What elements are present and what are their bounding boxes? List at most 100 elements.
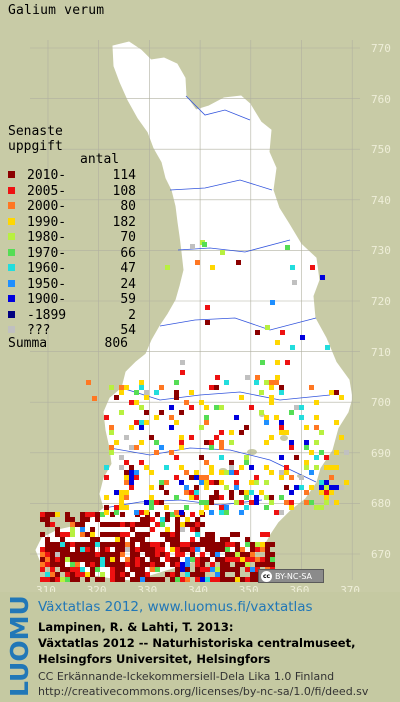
distribution-square: [129, 400, 134, 405]
distribution-square: [334, 420, 339, 425]
distribution-square: [334, 390, 339, 395]
distribution-square: [210, 547, 215, 552]
distribution-square: [109, 445, 114, 450]
distribution-square: [239, 490, 244, 495]
distribution-square: [129, 465, 134, 470]
luomus-logo: LUOMUS: [5, 595, 34, 697]
distribution-square: [45, 577, 50, 582]
distribution-square: [55, 562, 60, 567]
reference-line-1: Lampinen, R. & Lahti, T. 2013:: [38, 620, 234, 634]
distribution-square: [274, 510, 279, 515]
distribution-square: [50, 512, 55, 517]
distribution-square: [304, 445, 309, 450]
distribution-square: [205, 567, 210, 572]
distribution-square: [329, 485, 334, 490]
distribution-square: [120, 547, 125, 552]
legend-count: 70: [120, 230, 136, 245]
distribution-square: [264, 415, 269, 420]
distribution-square: [45, 517, 50, 522]
distribution-square: [80, 572, 85, 577]
distribution-square: [155, 567, 160, 572]
distribution-square: [209, 440, 214, 445]
distribution-square: [269, 395, 274, 400]
distribution-square: [80, 552, 85, 557]
distribution-square: [189, 405, 194, 410]
distribution-square: [329, 390, 334, 395]
distribution-square: [125, 547, 130, 552]
distribution-square: [254, 495, 259, 500]
distribution-square: [145, 517, 150, 522]
distribution-square: [279, 420, 284, 425]
distribution-square: [259, 410, 264, 415]
distribution-square: [144, 390, 149, 395]
distribution-square: [175, 572, 180, 577]
distribution-square: [240, 562, 245, 567]
atlas-title-link[interactable]: Växtatlas 2012, www.luomus.fi/vaxtatlas: [38, 599, 313, 615]
y-tick-label: 730: [371, 244, 391, 258]
distribution-square: [249, 480, 254, 485]
distribution-square: [190, 552, 195, 557]
distribution-square: [289, 440, 294, 445]
distribution-square: [85, 532, 90, 537]
license-url-link[interactable]: http://creativecommons.org/licenses/by-n…: [38, 685, 369, 698]
distribution-square: [279, 425, 284, 430]
distribution-square: [202, 242, 207, 247]
y-tick-label: 700: [371, 396, 391, 410]
distribution-square: [209, 465, 214, 470]
distribution-square: [60, 542, 65, 547]
distribution-square: [245, 552, 250, 557]
distribution-square: [324, 480, 329, 485]
distribution-square: [210, 577, 215, 582]
distribution-square: [236, 260, 241, 265]
distribution-square: [225, 562, 230, 567]
distribution-square: [95, 567, 100, 572]
distribution-square: [125, 542, 130, 547]
distribution-square: [50, 572, 55, 577]
distribution-square: [229, 430, 234, 435]
y-tick-label: 760: [371, 92, 391, 106]
distribution-square: [194, 475, 199, 480]
legend-label: 1950-: [27, 276, 67, 292]
legend-count: 24: [120, 276, 136, 292]
distribution-square: [45, 547, 50, 552]
distribution-square: [225, 547, 230, 552]
distribution-square: [115, 567, 120, 572]
distribution-square: [339, 485, 344, 490]
distribution-square: [324, 485, 329, 490]
distribution-square: [219, 510, 224, 515]
distribution-square: [129, 475, 134, 480]
license-badge[interactable]: cc BY-NC-SA: [258, 569, 324, 583]
distribution-square: [235, 577, 240, 582]
distribution-square: [155, 562, 160, 567]
distribution-square: [204, 420, 209, 425]
distribution-square: [95, 562, 100, 567]
distribution-square: [219, 440, 224, 445]
distribution-square: [230, 557, 235, 562]
y-tick-label: 750: [371, 143, 391, 157]
distribution-square: [150, 577, 155, 582]
distribution-square: [174, 420, 179, 425]
distribution-square: [299, 405, 304, 410]
distribution-square: [344, 450, 349, 455]
distribution-square: [80, 512, 85, 517]
distribution-square: [215, 557, 220, 562]
distribution-square: [259, 490, 264, 495]
distribution-square: [130, 547, 135, 552]
distribution-square: [329, 475, 334, 480]
distribution-square: [199, 475, 204, 480]
distribution-square: [104, 505, 109, 510]
legend-swatch: [8, 295, 15, 302]
distribution-square: [169, 415, 174, 420]
distribution-square: [244, 490, 249, 495]
count-header: antal: [80, 152, 120, 167]
distribution-square: [279, 470, 284, 475]
distribution-square: [159, 445, 164, 450]
legend-count: 182: [112, 214, 136, 230]
distribution-square: [70, 522, 75, 527]
distribution-square: [80, 522, 85, 527]
distribution-square: [249, 490, 254, 495]
distribution-square: [224, 485, 229, 490]
distribution-square: [65, 547, 70, 552]
distribution-square: [120, 552, 125, 557]
distribution-square: [90, 532, 95, 537]
